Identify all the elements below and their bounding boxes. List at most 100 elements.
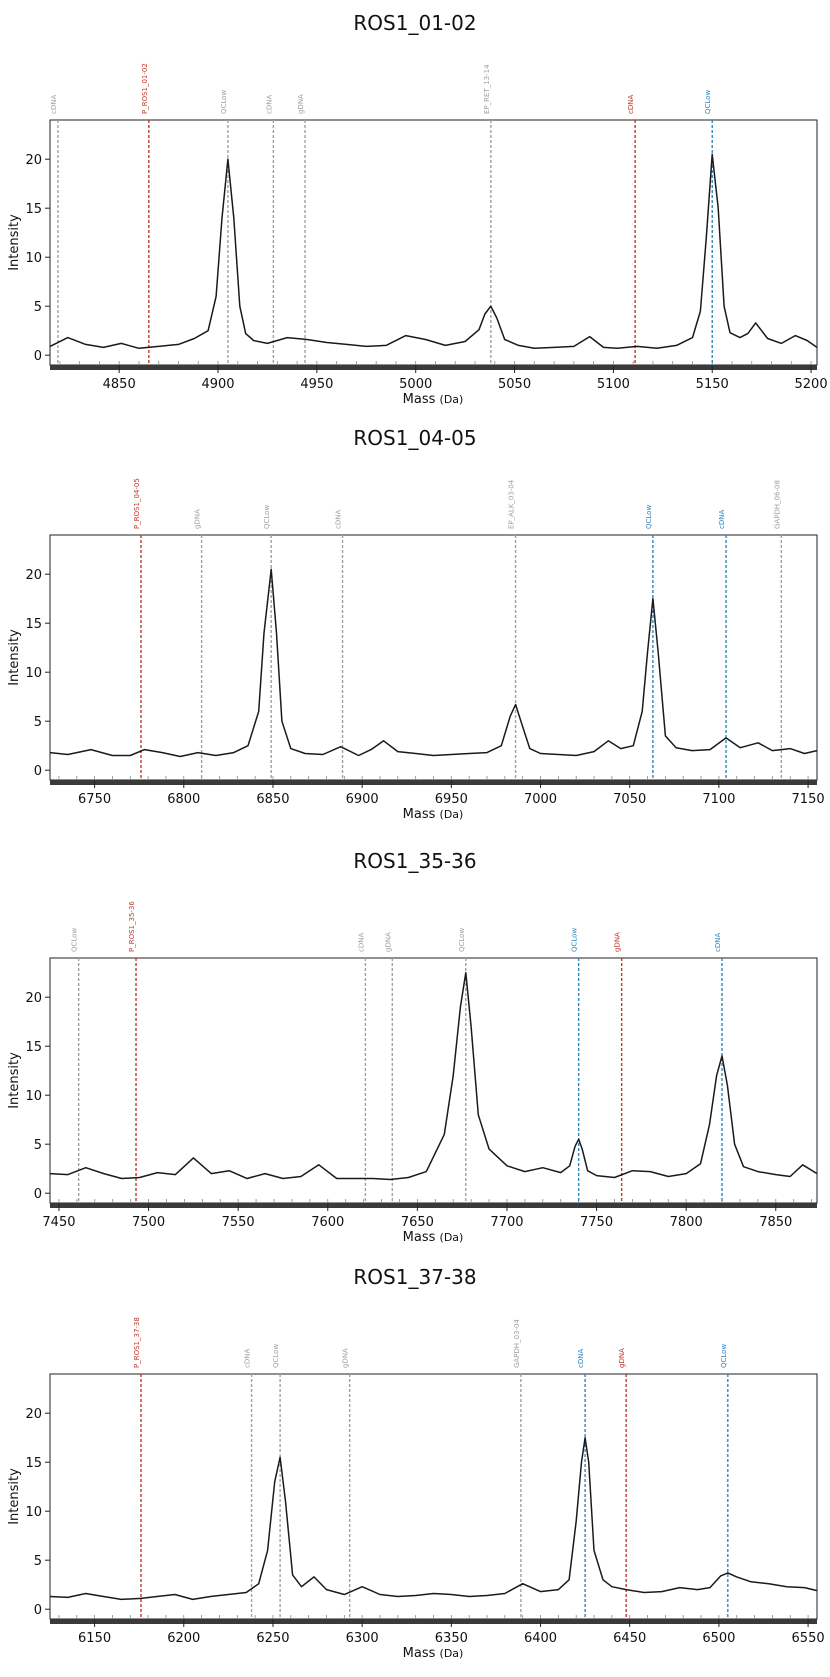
- x-tick-label: 5050: [498, 377, 531, 392]
- marker-label: P_ROS1_01-02: [141, 63, 149, 114]
- x-tick-label: 4850: [103, 377, 136, 392]
- y-tick-label: 10: [25, 666, 42, 681]
- x-tick-label: 7650: [401, 1215, 434, 1230]
- y-tick-label: 0: [34, 1187, 42, 1202]
- marker-label: QCLow: [704, 90, 712, 114]
- chart-panel-2: ROS1_04-05 P_ROS1_04-05 gDNA QCLow cDNA EP_AL…: [7, 426, 825, 822]
- plot-frame: [49, 1373, 818, 1620]
- x-axis-label: Mass (Da): [403, 807, 464, 822]
- y-tick-label: 10: [25, 1505, 42, 1520]
- x-tick-label: 6400: [524, 1631, 557, 1646]
- x-tick-label: 7050: [613, 792, 646, 807]
- x-tick-label: 7550: [222, 1215, 255, 1230]
- x-tick-label: 6550: [792, 1631, 825, 1646]
- marker-label: P_ROS1_37-38: [133, 1317, 141, 1368]
- marker-label: GAPDH_03-04: [513, 1319, 521, 1368]
- marker-label: QCLow: [272, 1344, 280, 1368]
- marker-label: cDNA: [265, 95, 273, 114]
- x-tick-label: 5100: [597, 377, 630, 392]
- x-tick-label: 6450: [613, 1631, 646, 1646]
- spectrum-line: [49, 568, 818, 758]
- x-axis-label: Mass (Da): [403, 392, 464, 407]
- spectrum-line: [49, 1436, 818, 1601]
- marker-label: EP_ALK_03-04: [508, 479, 516, 529]
- x-tick-label: 4950: [300, 377, 333, 392]
- marker-label: QCLow: [263, 505, 271, 529]
- marker-label: GAPDH_06-08: [773, 480, 781, 529]
- x-tick-label: 7850: [759, 1215, 792, 1230]
- y-tick-label: 15: [25, 1040, 42, 1055]
- marker-label: cDNA: [50, 95, 58, 114]
- spectrum-line: [49, 153, 818, 350]
- chart-title: ROS1_37-38: [353, 1265, 476, 1289]
- marker-label: cDNA: [718, 510, 726, 529]
- marker-label: gDNA: [342, 1348, 350, 1368]
- x-tick-label: 7000: [524, 792, 557, 807]
- y-tick-label: 15: [25, 202, 42, 217]
- x-tick-label: 6350: [435, 1631, 468, 1646]
- y-tick-label: 15: [25, 1456, 42, 1471]
- x-tick-label: 5200: [795, 377, 828, 392]
- x-tick-label: 6200: [167, 1631, 200, 1646]
- x-tick-label: 6900: [346, 792, 379, 807]
- marker-label: QCLow: [458, 928, 466, 952]
- marker-label: gDNA: [618, 1348, 626, 1368]
- y-tick-label: 5: [34, 300, 42, 315]
- y-tick-label: 10: [25, 1089, 42, 1104]
- marker-label: gDNA: [194, 509, 202, 529]
- x-tick-label: 5000: [399, 377, 432, 392]
- marker-label: QCLow: [645, 505, 653, 529]
- marker-label: cDNA: [357, 933, 365, 952]
- y-tick-label: 20: [25, 1407, 42, 1422]
- x-tick-label: 6500: [702, 1631, 735, 1646]
- y-tick-label: 10: [25, 251, 42, 266]
- x-tick-label: 6800: [167, 792, 200, 807]
- marker-label: P_ROS1_35-36: [128, 901, 136, 952]
- x-tick-label: 6750: [78, 792, 111, 807]
- x-tick-label: 4900: [201, 377, 234, 392]
- marker-label: cDNA: [577, 1349, 585, 1368]
- x-tick-label: 6950: [435, 792, 468, 807]
- marker-label: gDNA: [614, 932, 622, 952]
- marker-label: cDNA: [714, 933, 722, 952]
- y-tick-label: 15: [25, 617, 42, 632]
- y-tick-label: 20: [25, 568, 42, 583]
- marker-label: QCLow: [220, 90, 228, 114]
- chart-panel-1: ROS1_01-02 cDNA P_ROS1_01-02 QCLow cDNA gDNA E…: [7, 11, 828, 407]
- plot-frame: [49, 534, 818, 781]
- x-axis-label: Mass (Da): [403, 1646, 464, 1661]
- x-tick-label: 7750: [580, 1215, 613, 1230]
- y-tick-label: 5: [34, 715, 42, 730]
- x-axis-bar: [50, 1203, 817, 1208]
- y-axis-label: Intensity: [7, 214, 22, 271]
- x-tick-label: 7100: [702, 792, 735, 807]
- plot-frame: [49, 119, 818, 366]
- y-tick-label: 20: [25, 991, 42, 1006]
- spectrum-line: [49, 971, 818, 1181]
- x-tick-label: 6150: [78, 1631, 111, 1646]
- x-tick-label: 7800: [670, 1215, 703, 1230]
- y-tick-label: 5: [34, 1554, 42, 1569]
- x-tick-label: 6300: [346, 1631, 379, 1646]
- y-tick-label: 0: [34, 349, 42, 364]
- marker-label: cDNA: [244, 1349, 252, 1368]
- y-tick-label: 5: [34, 1138, 42, 1153]
- chart-title: ROS1_01-02: [353, 11, 476, 35]
- marker-label: cDNA: [627, 95, 635, 114]
- y-tick-label: 0: [34, 764, 42, 779]
- marker-label: P_ROS1_04-05: [133, 478, 141, 529]
- marker-label: cDNA: [335, 510, 343, 529]
- marker-label: QCLow: [571, 928, 579, 952]
- chart-panel-3: ROS1_35-36 QCLow P_ROS1_35-36 cDNA gDNA QCLow…: [7, 849, 818, 1245]
- y-tick-label: 0: [34, 1603, 42, 1618]
- x-tick-label: 7700: [490, 1215, 523, 1230]
- marker-label: gDNA: [384, 932, 392, 952]
- marker-label: QCLow: [71, 928, 79, 952]
- x-tick-label: 7150: [792, 792, 825, 807]
- y-axis-label: Intensity: [7, 1052, 22, 1109]
- x-axis-bar: [50, 365, 817, 370]
- x-tick-label: 7600: [311, 1215, 344, 1230]
- chart-title: ROS1_04-05: [353, 426, 476, 450]
- x-tick-label: 5150: [696, 377, 729, 392]
